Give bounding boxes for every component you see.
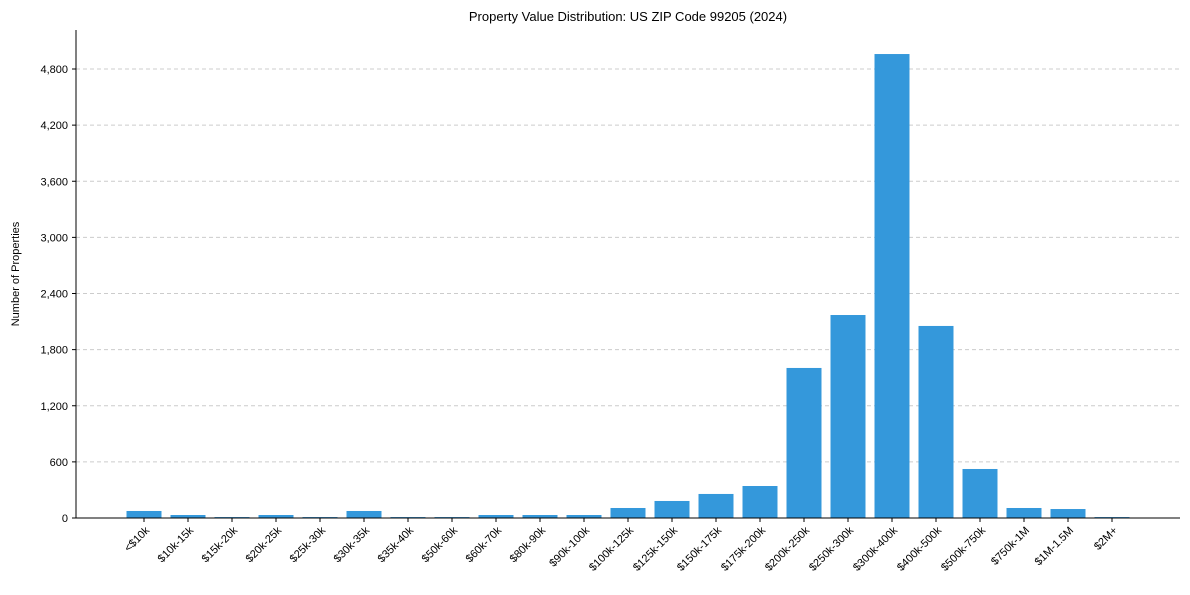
bar <box>874 54 910 519</box>
y-tick-label: 1,200 <box>40 401 68 413</box>
bar <box>610 507 646 518</box>
x-tick-label: $80k-90k <box>508 524 549 565</box>
y-axis-ticks: 0 600 1,200 1,800 2,400 3,000 3,600 4,200 4,800 <box>40 64 76 525</box>
x-tick-label: $15k-20k <box>200 524 241 565</box>
y-tick-label: 1,800 <box>40 345 68 357</box>
x-tick-label: $125k-150k <box>631 524 680 573</box>
x-tick-label: <$10k <box>122 524 152 554</box>
y-axis-label: Number of Properties <box>10 221 22 326</box>
x-tick-label: $100k-125k <box>587 524 636 573</box>
gridlines <box>76 68 1180 463</box>
y-tick-label: 2,400 <box>40 289 68 301</box>
bars <box>126 54 1130 519</box>
x-tick-label: $250k-300k <box>807 524 856 573</box>
bar <box>698 493 734 518</box>
bar <box>566 515 602 518</box>
x-tick-label: $20k-25k <box>244 524 285 565</box>
chart-title: Property Value Distribution: US ZIP Code… <box>469 9 787 24</box>
x-tick-label: $2M+ <box>1092 525 1120 553</box>
x-tick-label: $10k-15k <box>156 524 197 565</box>
bar <box>1050 509 1086 518</box>
x-tick-label: $25k-30k <box>288 524 329 565</box>
x-tick-label: $175k-200k <box>719 524 768 573</box>
bar <box>786 367 822 518</box>
y-tick-label: 4,200 <box>40 120 68 132</box>
y-tick-label: 600 <box>50 457 68 469</box>
bar <box>962 468 998 518</box>
y-tick-label: 4,800 <box>40 64 68 76</box>
y-tick-label: 3,600 <box>40 176 68 188</box>
x-tick-label: $150k-175k <box>675 524 724 573</box>
x-tick-label: $750k-1M <box>989 525 1032 568</box>
bar <box>654 500 690 518</box>
x-tick-label: $1M-1.5M <box>1033 525 1077 569</box>
y-tick-label: 3,000 <box>40 232 68 244</box>
x-tick-label: $35k-40k <box>376 524 417 565</box>
x-tick-label: $500k-750k <box>939 524 988 573</box>
bar <box>346 510 382 518</box>
x-tick-label: $60k-70k <box>464 524 505 565</box>
bar <box>742 486 778 518</box>
x-tick-label: $30k-35k <box>332 524 373 565</box>
x-tick-label: $200k-250k <box>763 524 812 573</box>
x-tick-label: $50k-60k <box>420 524 461 565</box>
bar <box>170 515 206 518</box>
bar <box>258 515 294 518</box>
bar <box>1006 507 1042 518</box>
y-tick-label: 0 <box>62 513 68 525</box>
bar <box>522 515 558 518</box>
bar <box>126 510 162 518</box>
bar <box>478 515 514 518</box>
bar <box>918 325 954 518</box>
bar <box>830 315 866 518</box>
x-axis-ticks: <$10k $10k-15k $15k-20k $20k-25k $25k-30k $30… <box>122 518 1120 574</box>
x-tick-label: $300k-400k <box>851 524 900 573</box>
x-tick-label: $90k-100k <box>547 524 592 569</box>
x-tick-label: $400k-500k <box>895 524 944 573</box>
